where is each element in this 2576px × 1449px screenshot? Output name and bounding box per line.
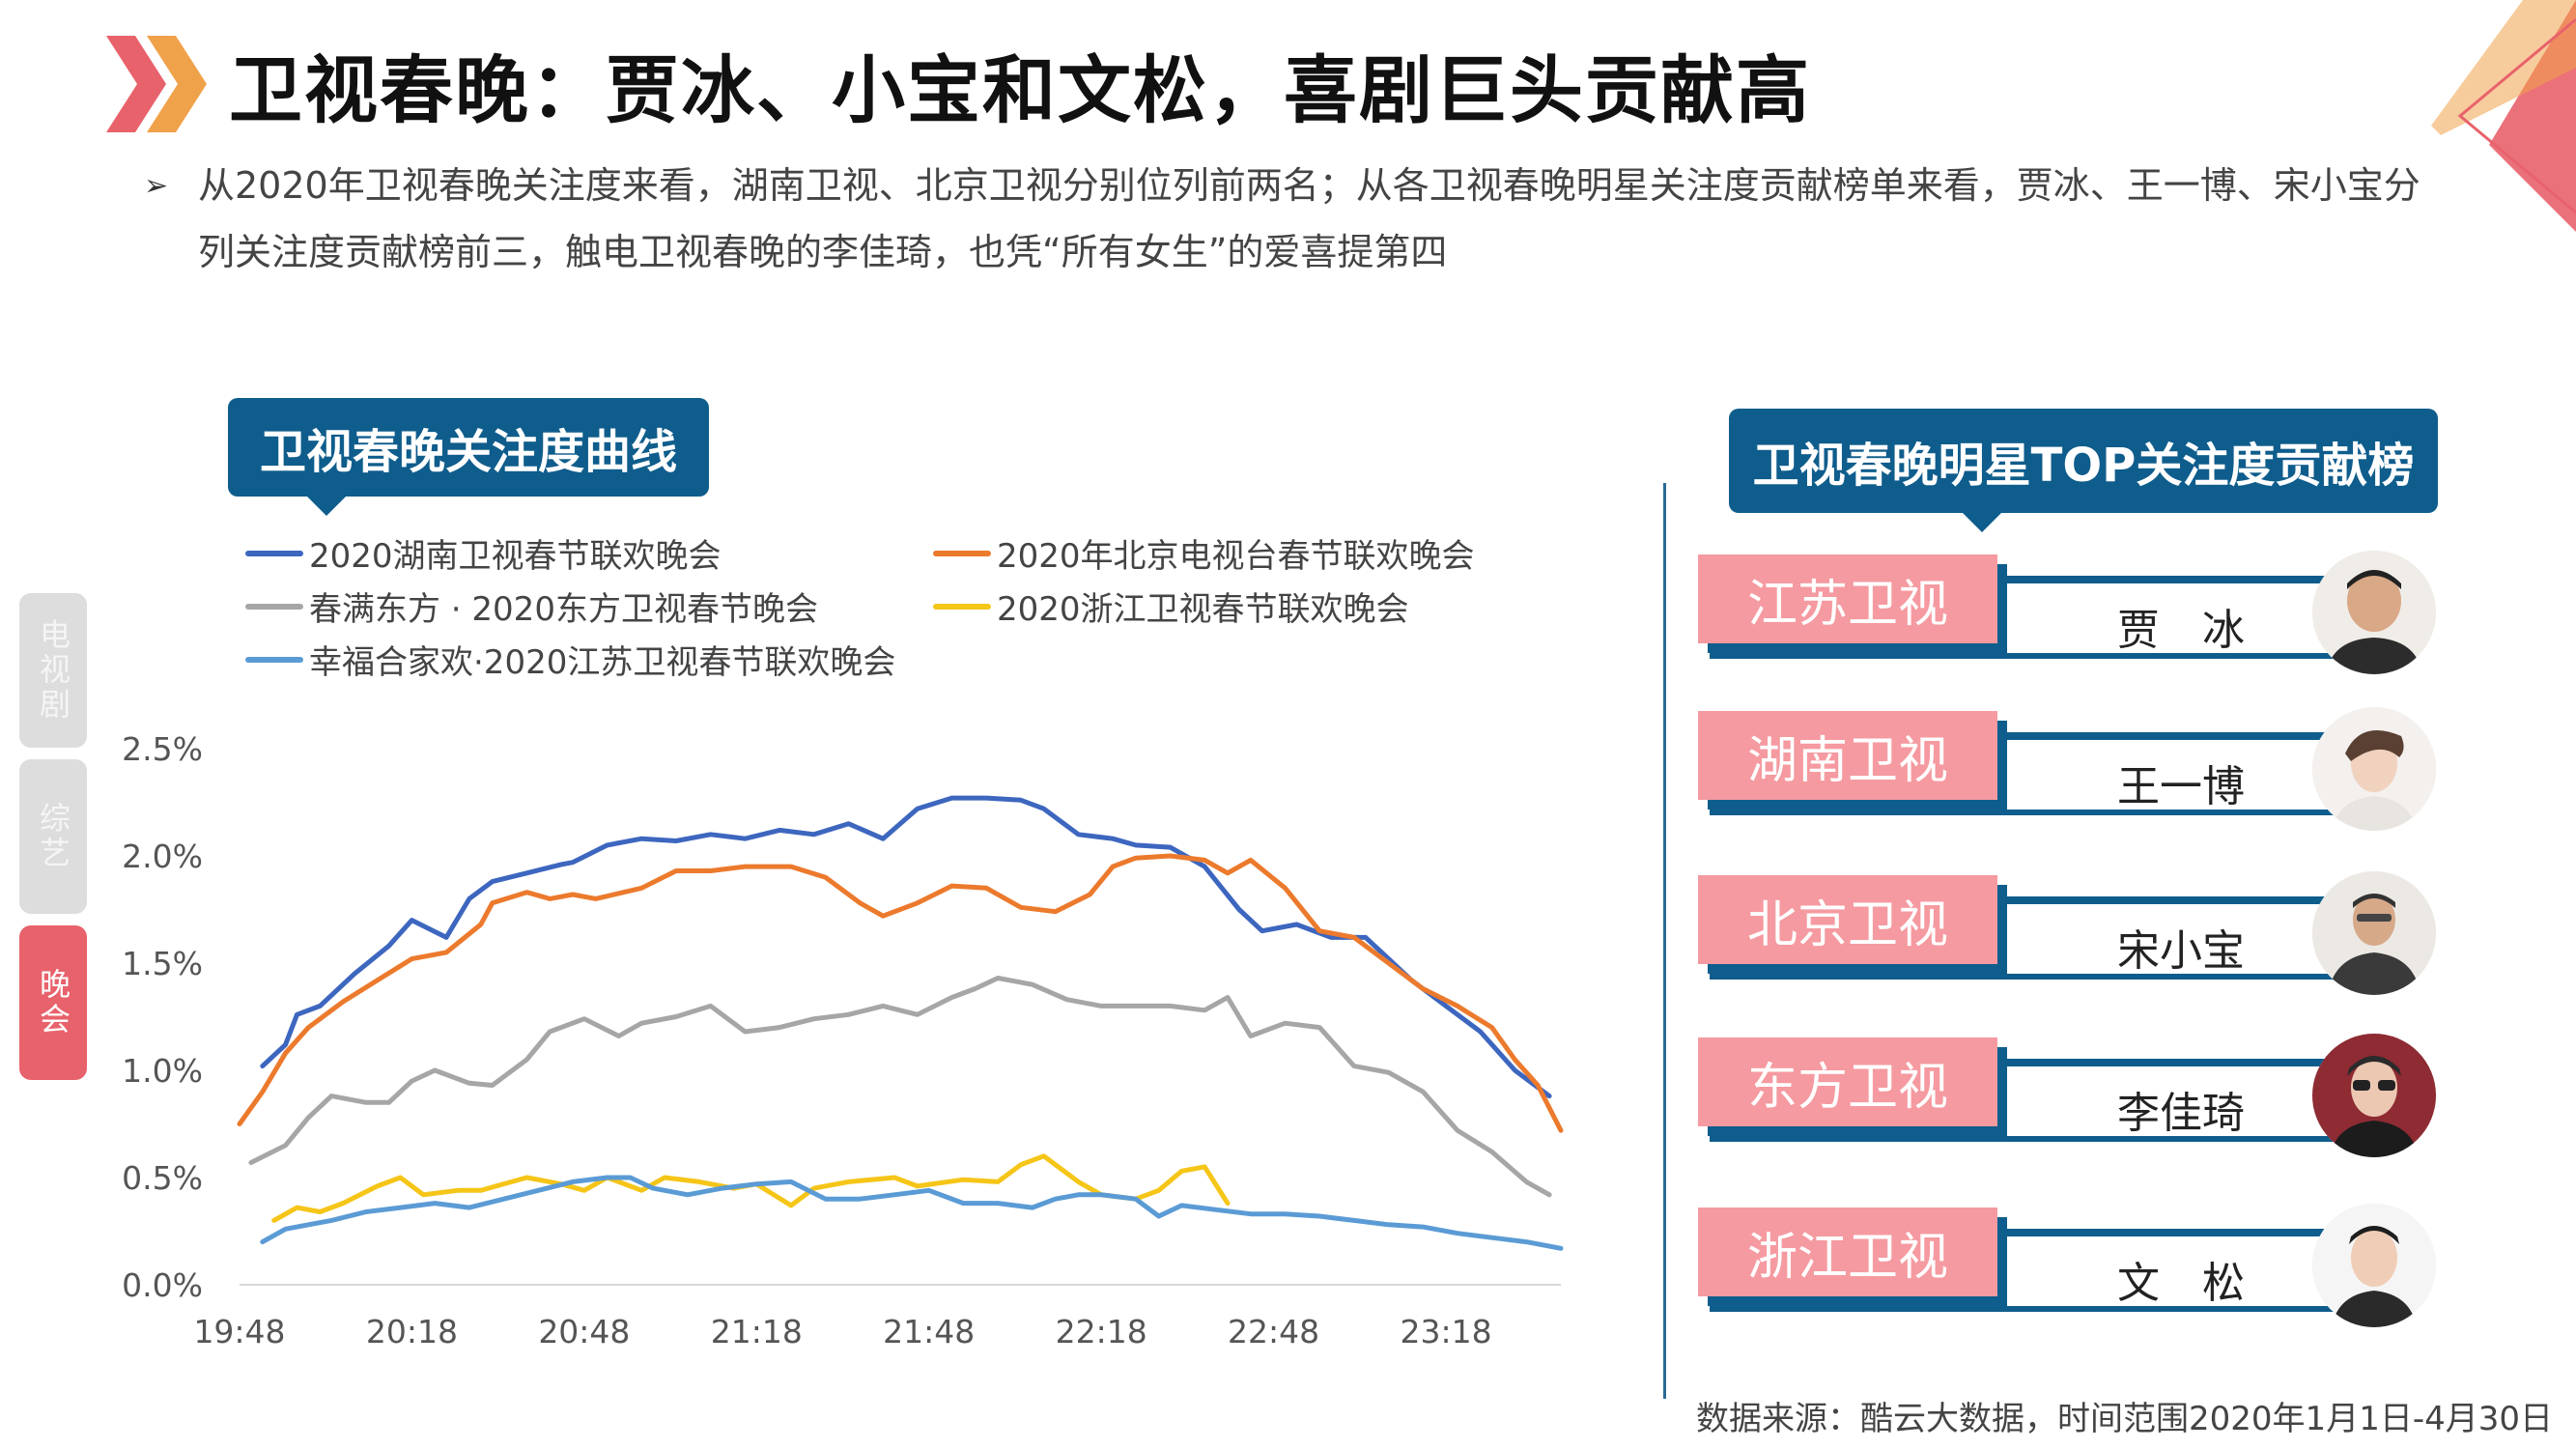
x-tick-label: 20:18	[366, 1313, 458, 1350]
rank-bar	[2007, 732, 2374, 740]
person-avatar-icon	[2312, 707, 2436, 831]
side-tab-variety[interactable]: 综艺	[19, 759, 87, 914]
ranking-row: 东方卫视 李佳琦	[1698, 1034, 2436, 1157]
chart-banner-tail	[305, 495, 348, 516]
double-chevron-icon	[106, 36, 207, 132]
rank-star: 文 松	[2117, 1259, 2245, 1308]
side-tab-label: 综艺	[35, 802, 71, 871]
y-tick-label: 2.0%	[122, 838, 203, 875]
page-title: 卫视春晚：贾冰、小宝和文松，喜剧巨头贡献高	[229, 47, 1811, 133]
side-tab-label: 晚会	[35, 968, 71, 1037]
rank-star: 李佳琦	[2117, 1089, 2245, 1138]
x-tick-label: 20:48	[538, 1313, 630, 1350]
series-line	[260, 1175, 1564, 1251]
side-tabs: 电视剧 综艺 晚会	[19, 593, 87, 1092]
rank-channel: 北京卫视	[1698, 875, 1997, 964]
chart-banner: 卫视春晚关注度曲线	[228, 398, 709, 497]
x-tick-label: 22:18	[1056, 1313, 1147, 1350]
person-avatar-icon	[2312, 551, 2436, 674]
person-avatar-icon	[2312, 1204, 2436, 1327]
corner-decoration	[2431, 0, 2576, 232]
rank-bar	[2007, 576, 2374, 583]
x-tick-label: 23:18	[1400, 1313, 1491, 1350]
rank-star: 王一博	[2117, 762, 2245, 811]
x-tick-label: 21:48	[883, 1313, 975, 1350]
legend-swatch	[245, 656, 303, 663]
legend-label: 2020湖南卫视春节联欢晚会	[309, 537, 722, 576]
x-tick-label: 22:48	[1228, 1313, 1319, 1350]
y-tick-label: 1.5%	[122, 945, 203, 982]
rank-channel: 浙江卫视	[1698, 1208, 1997, 1296]
rank-star: 宋小宝	[2117, 926, 2245, 976]
x-tick-label: 19:48	[193, 1313, 285, 1350]
rank-channel: 东方卫视	[1698, 1037, 1997, 1126]
ranking-row: 北京卫视 宋小宝	[1698, 871, 2436, 995]
series-line	[271, 1153, 1231, 1223]
legend-item: 2020湖南卫视春节联欢晚会	[245, 529, 722, 577]
rank-channel: 江苏卫视	[1698, 554, 1997, 643]
legend-label: 春满东方 · 2020东方卫视春节晚会	[309, 590, 818, 629]
ranking-row: 湖南卫视 王一博	[1698, 707, 2436, 831]
legend-swatch	[933, 550, 991, 556]
y-tick-label: 2.5%	[122, 730, 203, 768]
summary-paragraph: ➢ 从2020年卫视春晚关注度来看，湖南卫视、北京卫视分别位列前两名；从各卫视春…	[144, 153, 2449, 286]
rank-bar	[2007, 1229, 2374, 1236]
chart-banner-label: 卫视春晚关注度曲线	[259, 425, 677, 479]
panel-divider	[1663, 483, 1666, 1399]
side-tab-tv-drama[interactable]: 电视剧	[19, 593, 87, 748]
legend-swatch	[933, 603, 991, 610]
side-tab-label: 电视剧	[35, 618, 71, 723]
person-avatar-icon	[2312, 871, 2436, 995]
y-tick-label: 0.0%	[122, 1266, 203, 1304]
legend-swatch	[245, 603, 303, 610]
bullet-arrow-icon: ➢	[144, 169, 169, 203]
legend-swatch	[245, 550, 303, 556]
legend-item: 春满东方 · 2020东方卫视春节晚会	[245, 582, 818, 630]
legend-label: 2020年北京电视台春节联欢晚会	[997, 537, 1475, 576]
rank-channel: 湖南卫视	[1698, 711, 1997, 800]
legend-label: 幸福合家欢·2020江苏卫视春节联欢晚会	[309, 643, 896, 682]
legend-item: 幸福合家欢·2020江苏卫视春节联欢晚会	[245, 636, 895, 683]
rank-bar	[2007, 1059, 2374, 1066]
x-tick-label: 21:18	[711, 1313, 803, 1350]
ranking-banner: 卫视春晚明星TOP关注度贡献榜	[1729, 409, 2438, 513]
ranking-banner-label: 卫视春晚明星TOP关注度贡献榜	[1752, 439, 2415, 493]
series-line	[260, 795, 1552, 1099]
legend-item: 2020年北京电视台春节联欢晚会	[933, 529, 1475, 577]
ranking-row: 江苏卫视 贾 冰	[1698, 551, 2436, 674]
rank-star: 贾 冰	[2117, 606, 2245, 655]
legend-label: 2020浙江卫视春节联欢晚会	[997, 590, 1409, 629]
y-tick-label: 0.5%	[122, 1159, 203, 1197]
title-row: 卫视春晚：贾冰、小宝和文松，喜剧巨头贡献高	[106, 31, 1811, 137]
ranking-row: 浙江卫视 文 松	[1698, 1204, 2436, 1327]
data-source-note: 数据来源：酷云大数据，时间范围2020年1月1日-4月30日	[1696, 1400, 2553, 1438]
rank-bar	[2007, 896, 2374, 904]
series-line	[237, 853, 1564, 1133]
ranking-banner-tail	[1961, 511, 2003, 532]
series-line	[248, 976, 1552, 1198]
person-avatar-icon	[2312, 1034, 2436, 1157]
side-tab-gala[interactable]: 晚会	[19, 925, 87, 1080]
y-tick-label: 1.0%	[122, 1052, 203, 1090]
legend-item: 2020浙江卫视春节联欢晚会	[933, 582, 1409, 630]
summary-text: 从2020年卫视春晚关注度来看，湖南卫视、北京卫视分别位列前两名；从各卫视春晚明…	[198, 164, 2420, 273]
